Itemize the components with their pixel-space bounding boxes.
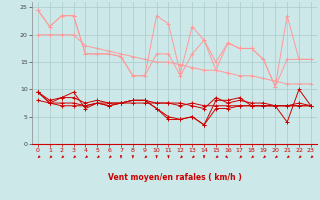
X-axis label: Vent moyen/en rafales ( km/h ): Vent moyen/en rafales ( km/h ) [108, 173, 241, 182]
